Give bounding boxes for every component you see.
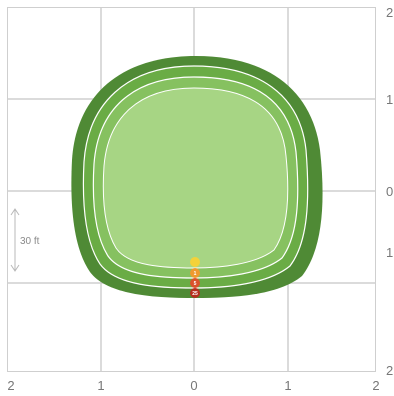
marker-5-label: 5 [194,281,197,287]
marker-25-label: 25 [192,291,198,297]
marker-5[interactable]: 5 [190,278,200,288]
y-tick-0: 2 [386,5,393,20]
marker-yellow[interactable] [190,257,200,267]
x-tick-4: 2 [372,378,379,393]
x-axis-ticks: 2 1 0 1 2 [7,378,379,393]
scale-bar: 30 ft [11,209,40,271]
y-tick-1: 1 [386,92,393,107]
x-tick-1: 1 [97,378,104,393]
y-tick-2: 0 [386,184,393,199]
x-tick-2: 0 [190,378,197,393]
marker-1[interactable]: 1 [190,268,200,278]
y-tick-4: 2 [386,363,393,378]
scale-label: 30 ft [20,236,40,247]
marker-1-label: 1 [194,271,197,277]
y-axis-ticks: 2 1 0 1 2 [386,5,393,378]
marker-25[interactable]: 25 [190,288,200,298]
y-tick-3: 1 [386,245,393,260]
x-tick-3: 1 [284,378,291,393]
ring-green [103,88,287,268]
x-tick-0: 2 [7,378,14,393]
